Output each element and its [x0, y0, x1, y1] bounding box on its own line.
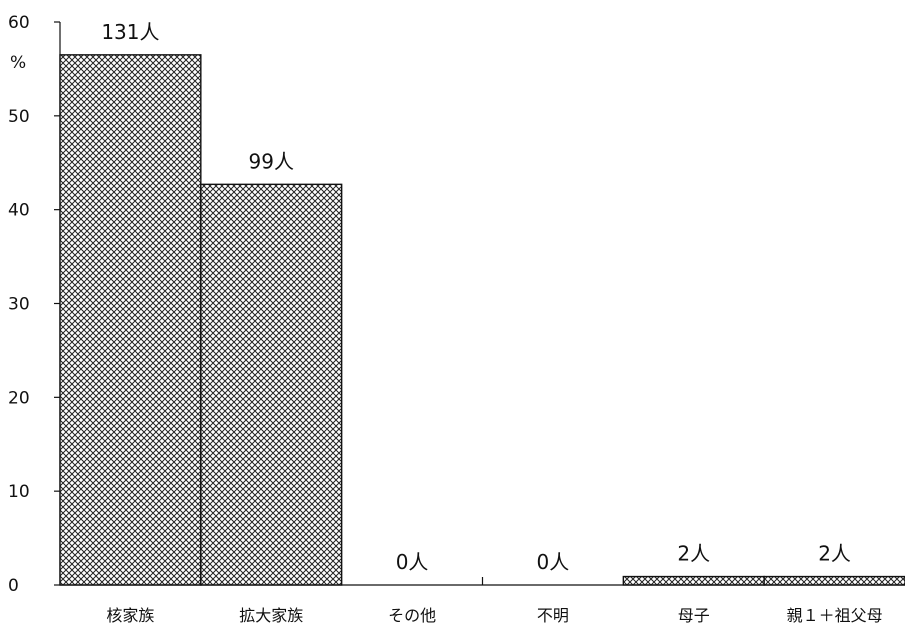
bars-group [59, 54, 905, 586]
y-tick-label: 30 [8, 295, 30, 315]
bar [200, 183, 343, 586]
data-labels-group: 131人 99人 0人 0人 2人 2人 [101, 20, 851, 574]
y-tick-label: 0 [8, 576, 19, 596]
data-label: 99人 [249, 149, 294, 173]
y-tick-label: 20 [8, 388, 30, 408]
data-label: 2人 [818, 542, 851, 566]
y-tick-label: 50 [8, 107, 30, 127]
y-axis: 0 10 20 30 40 50 60% [8, 13, 61, 596]
data-label: 131人 [101, 20, 159, 44]
data-label: 0人 [396, 550, 429, 574]
x-tick-label: その他 [388, 606, 436, 625]
bar [622, 575, 765, 586]
data-label: 0人 [537, 550, 570, 574]
x-tick-label: 不明 [537, 606, 569, 625]
x-axis: 核家族 拡大家族 その他 不明 母子 親１＋祖父母 [60, 577, 905, 625]
y-tick-label: 40 [8, 201, 30, 221]
x-tick-label: 核家族 [106, 606, 154, 625]
y-axis-label: % [10, 53, 26, 73]
y-tick-label: 10 [8, 482, 30, 502]
bar [763, 575, 905, 586]
x-tick-label: 親１＋祖父母 [787, 606, 883, 625]
data-label: 2人 [677, 542, 710, 566]
x-tick-label: 母子 [678, 606, 710, 625]
x-tick-label: 拡大家族 [239, 606, 303, 625]
y-tick-label: 60 [8, 13, 30, 33]
bar [59, 54, 202, 586]
